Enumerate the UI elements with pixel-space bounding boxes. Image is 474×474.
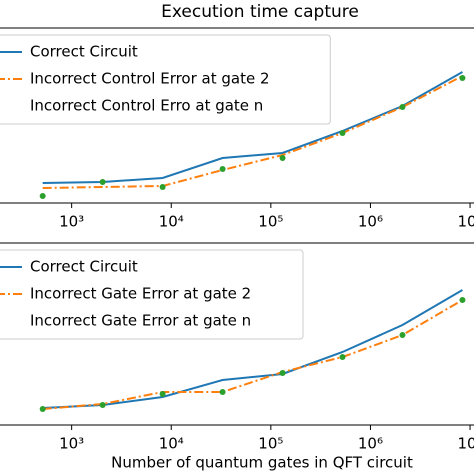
legend-label: Correct Circuit <box>30 43 138 61</box>
plot-area <box>39 71 466 199</box>
data-point <box>219 166 226 172</box>
legend-label: Correct Circuit <box>30 258 138 276</box>
data-point <box>399 332 406 338</box>
x-tick-label: 10⁷ <box>457 213 474 231</box>
data-point <box>399 104 406 110</box>
x-tick-label: 10³ <box>59 213 84 231</box>
data-point <box>99 402 106 408</box>
x-tick-label: 10⁵ <box>258 435 283 453</box>
x-tick-label: 10⁶ <box>358 435 383 453</box>
legend-label: Incorrect Gate Error at gate n <box>30 312 251 330</box>
plot-area <box>39 289 466 412</box>
x-tick-label: 10⁴ <box>159 435 184 453</box>
data-point <box>159 391 166 397</box>
data-point <box>459 297 466 303</box>
data-point <box>459 75 466 81</box>
data-line <box>42 299 463 410</box>
data-line <box>42 75 463 189</box>
data-point <box>219 389 226 395</box>
data-point <box>279 370 286 376</box>
x-axis-label: Number of quantum gates in QFT circuit <box>111 454 413 472</box>
data-point <box>159 184 166 190</box>
x-tick-label: 10⁷ <box>457 435 474 453</box>
data-point <box>279 155 286 161</box>
legend-box <box>0 34 331 125</box>
legend-label: Incorrect Control Error at gate 2 <box>30 70 270 88</box>
legend-box <box>0 249 304 340</box>
data-point <box>39 406 46 412</box>
chart-title: Execution time capture <box>161 2 359 22</box>
data-point <box>339 354 346 360</box>
x-tick-label: 10⁶ <box>358 213 383 231</box>
x-tick-label: 10⁵ <box>258 213 283 231</box>
x-tick-label: 10⁴ <box>159 213 184 231</box>
x-tick-label: 10³ <box>59 435 84 453</box>
data-line <box>42 289 463 409</box>
legend-label: Incorrect Gate Error at gate 2 <box>30 285 251 303</box>
data-point <box>39 193 46 199</box>
data-point <box>339 130 346 136</box>
legend-label: Incorrect Control Erro at gate n <box>30 97 263 115</box>
data-line <box>42 71 463 184</box>
data-point <box>99 179 106 185</box>
